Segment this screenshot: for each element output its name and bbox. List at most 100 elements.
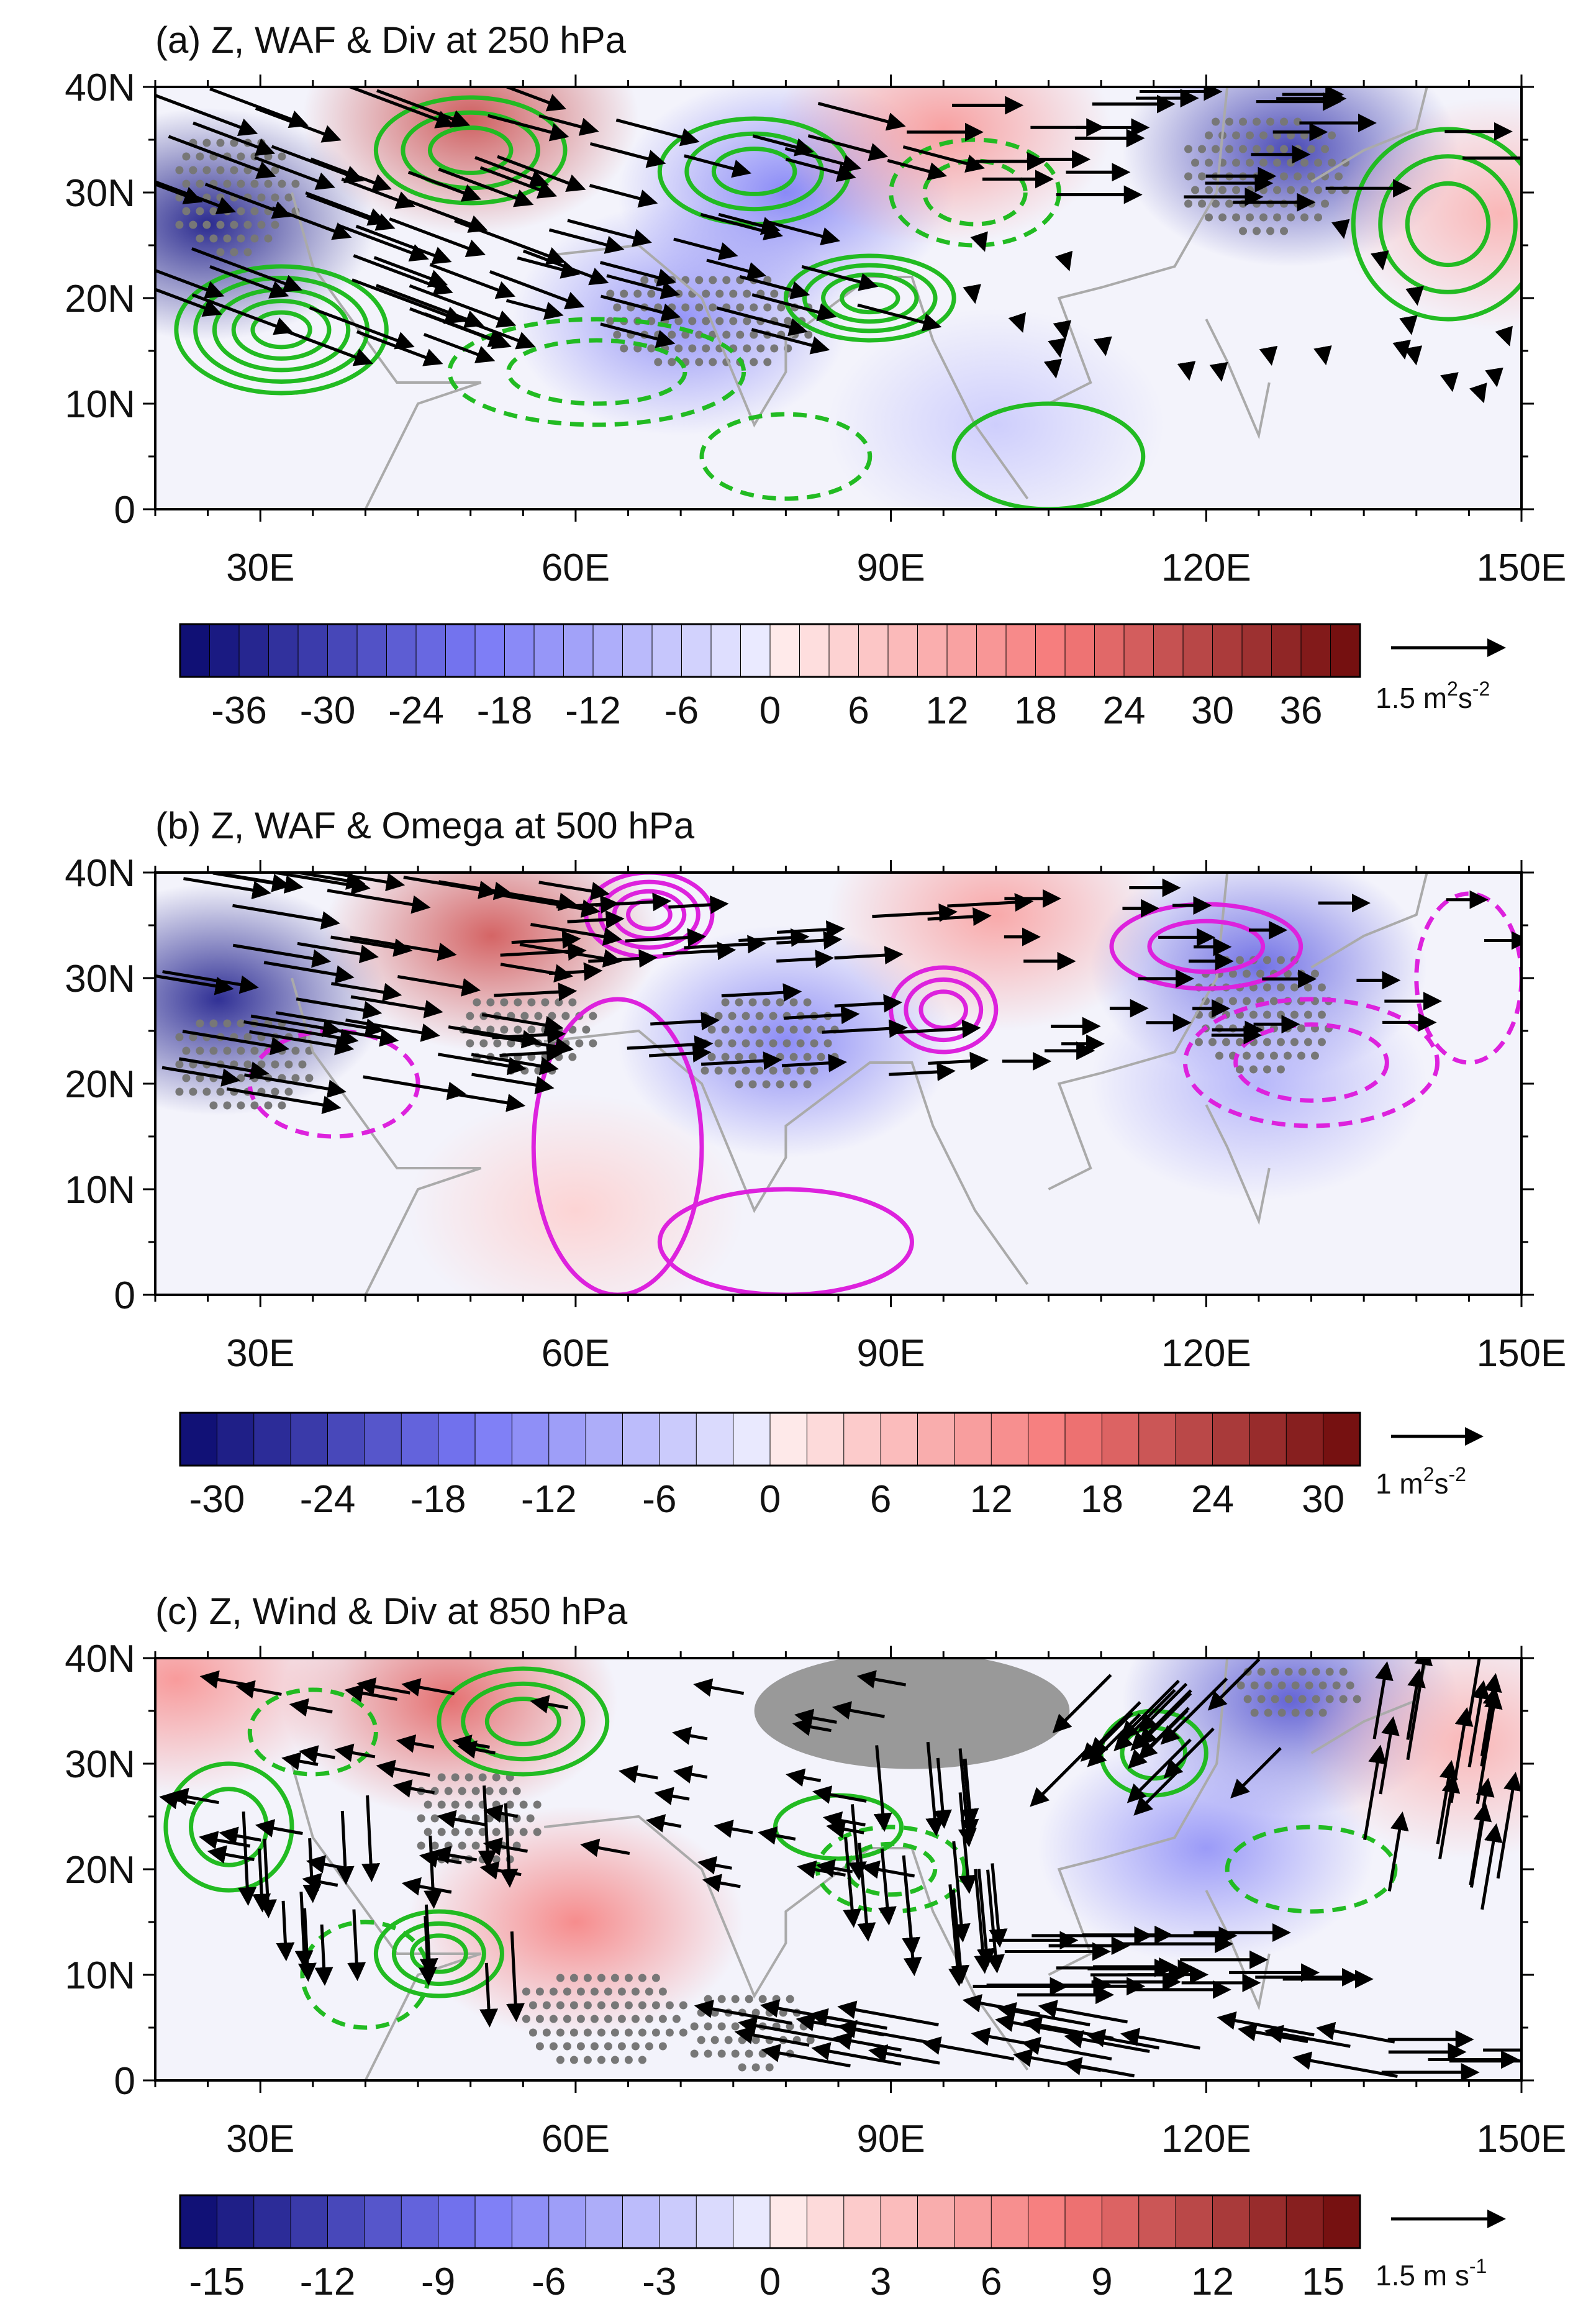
stipple-dot [535, 2015, 544, 2023]
colorbar-bin [659, 2195, 697, 2249]
stipple-dot [478, 1773, 487, 1782]
stipple-dot [640, 276, 649, 284]
stipple-dot [679, 2001, 687, 2010]
vector-arrow [1064, 2029, 1150, 2053]
vector-arrow [970, 231, 988, 252]
stipple-dot [658, 2042, 667, 2051]
vector-arrow [1038, 2000, 1128, 2024]
stipple-dot [1273, 158, 1282, 167]
colorbar-bin [880, 2195, 918, 2249]
stipple-dot [284, 1087, 293, 1096]
colorbar-label: 30 [1302, 1478, 1344, 1521]
stipple-dot [479, 1039, 488, 1048]
vector-arrow [305, 191, 388, 226]
vector-arrow [489, 270, 585, 310]
stipple-dot [458, 1787, 466, 1795]
contour-solid-0 [174, 264, 389, 396]
stipple-dot [542, 2001, 551, 2010]
y-tick-label: 30N [65, 958, 135, 1000]
stipple-dot [709, 358, 717, 366]
stipple-dot [1198, 145, 1207, 153]
colorbar-label: -6 [664, 689, 699, 732]
vector-region-2 [843, 1741, 1008, 1987]
stipple-dot [1346, 1681, 1354, 1690]
stipple-dot [714, 1066, 723, 1075]
vector-arrow [161, 1066, 241, 1087]
vector-arrow [331, 982, 402, 1002]
stipple-dot [1314, 158, 1323, 167]
stipple-dot [735, 1025, 743, 1034]
reference-sup: 2 [1423, 1463, 1435, 1485]
stipple-dot [1191, 158, 1200, 167]
stipple-dot [506, 1800, 514, 1809]
vector-arrow [1259, 345, 1278, 366]
stipple-dot [1257, 1667, 1266, 1676]
x-tick-label: 120E [1161, 2118, 1251, 2161]
colorbar-bin [843, 1412, 882, 1466]
vector-arrow [341, 178, 415, 209]
stipple-dot [631, 1987, 640, 1996]
vector-region-3 [973, 1923, 1374, 2005]
contour-solid-1 [437, 1666, 610, 1777]
vector-arrow [347, 1909, 366, 1982]
stipple-dot [465, 1800, 473, 1809]
stipple-dot [1291, 1708, 1300, 1717]
stipple-dot [1321, 145, 1330, 153]
vector-arrow [423, 333, 496, 363]
vector-arrow [182, 1030, 290, 1056]
vector-arrow [287, 330, 374, 366]
vector-arrow [1177, 361, 1196, 381]
vector-arrow [511, 930, 581, 950]
stipple-dot [556, 2028, 564, 2037]
stipple-dot [1298, 1667, 1307, 1676]
vector-region-1 [238, 1785, 525, 2028]
colorbar-bin [327, 1412, 365, 1466]
stipple-dot [1287, 213, 1295, 222]
stipple-dot [620, 289, 628, 298]
stipple-dot [230, 248, 238, 256]
stipple-dot [762, 1080, 771, 1089]
stipple-dot [782, 1039, 791, 1048]
colorbar-frame [179, 623, 1361, 678]
vector-arrow [599, 261, 676, 287]
stipple-dot [830, 1053, 839, 1061]
vector-arrow [243, 1020, 359, 1048]
vector-arrow [238, 1811, 257, 1907]
vector-arrow [162, 970, 259, 994]
panel-c-reference-vector: 1.5 m s-1 [1376, 2210, 1506, 2292]
stipple-dot [1314, 186, 1323, 194]
colorbar-label: 24 [1103, 689, 1146, 732]
stipple-dot [1235, 956, 1244, 964]
vector-arrow [438, 168, 534, 207]
colorbar-label: 18 [1081, 1478, 1123, 1521]
vector-arrow [327, 889, 431, 914]
stipple-dot [1235, 1038, 1244, 1046]
vector-arrow [1405, 286, 1424, 306]
stipple-dot [1332, 1681, 1341, 1690]
contour-solid-1 [918, 989, 968, 1030]
colorbar-bin [622, 2195, 660, 2249]
stipple-dot [257, 220, 266, 229]
stipple-dot [527, 998, 536, 1007]
stipple-dot [590, 2042, 599, 2051]
vector-arrow [1438, 1774, 1461, 1859]
vector-arrow [1237, 2023, 1308, 2043]
stipple-dot [465, 1773, 473, 1782]
stipple-region-3 [1194, 956, 1333, 1074]
stipple-dot [500, 998, 509, 1007]
stipple-dot [709, 276, 717, 284]
stipple-dot [751, 2008, 760, 2017]
stipple-dot [610, 2001, 619, 2010]
stipple-dot [1184, 172, 1193, 181]
stipple-dot [1284, 1667, 1293, 1676]
vector-arrow [1480, 1823, 1503, 1910]
vector-arrow [758, 1826, 796, 1845]
stipple-dot [1225, 117, 1234, 126]
colorbar-bin [954, 1412, 992, 1466]
contour-solid-0 [373, 1909, 504, 1998]
contour-solid-1 [484, 1697, 561, 1746]
colorbar-bin [438, 1412, 476, 1466]
stipple-dot [1212, 117, 1220, 126]
stipple-dot [1205, 186, 1213, 194]
colorbar-bin [297, 623, 329, 678]
